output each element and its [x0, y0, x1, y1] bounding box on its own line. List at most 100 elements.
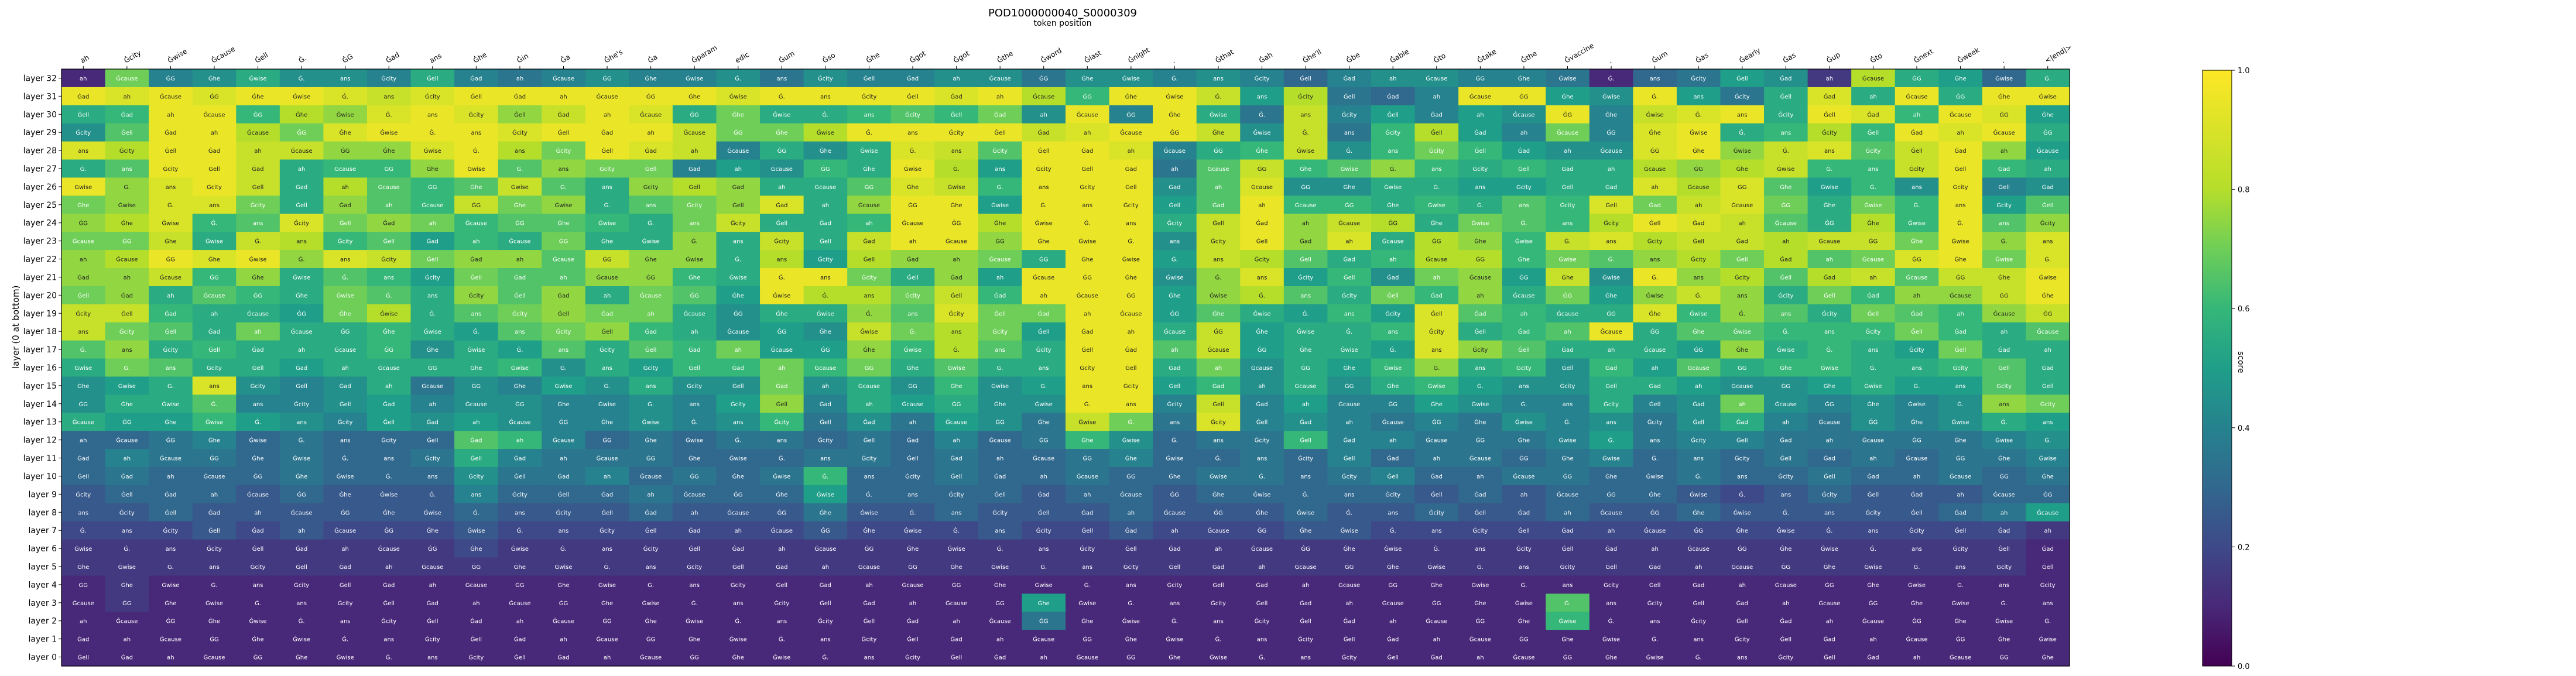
- heatmap-cell: [760, 250, 804, 269]
- heatmap-cell: [803, 87, 848, 106]
- heatmap-cell-label: Ġcity: [1342, 291, 1357, 299]
- heatmap-cell: [934, 69, 979, 88]
- heatmap-cell-label: Ġ.: [1520, 219, 1527, 227]
- heatmap-cell-label: ĠG: [254, 654, 263, 661]
- heatmap-cell-label: ah: [953, 76, 960, 82]
- heatmap-cell-label: Ġad: [1518, 147, 1530, 155]
- heatmap-cell-label: ah: [865, 221, 872, 227]
- heatmap-cell-label: Ġell: [296, 563, 307, 571]
- x-tick-label: Ġum: [1650, 48, 1669, 64]
- heatmap-cell: [934, 87, 979, 106]
- heatmap-cell-label: Ġcity: [687, 382, 702, 390]
- heatmap-cell-label: Ġcity: [1036, 527, 1051, 534]
- heatmap-cell: [890, 87, 935, 106]
- heatmap-cell-label: Ġell: [121, 490, 132, 498]
- heatmap-cell-label: Ġell: [601, 509, 612, 516]
- heatmap-cell-label: Ġad: [208, 509, 220, 516]
- heatmap-cell-label: Ġwise: [948, 364, 965, 372]
- heatmap-cell-label: ĠG: [1214, 509, 1223, 516]
- heatmap-cell-label: ans: [122, 347, 132, 354]
- heatmap-cell-label: Ġwise: [1995, 74, 2013, 82]
- heatmap-cell-label: ah: [1433, 94, 1440, 100]
- heatmap-cell: [1196, 87, 1241, 106]
- heatmap-cell-label: Ġhe: [950, 382, 962, 390]
- heatmap-cell-label: ah: [1258, 564, 1265, 571]
- heatmap-cell: [1589, 69, 1633, 88]
- heatmap-cell-label: Ġad: [470, 617, 482, 625]
- heatmap-cell: [1633, 250, 1677, 269]
- heatmap-cell: [1502, 250, 1546, 269]
- heatmap-cell-label: ans: [646, 383, 656, 390]
- colorbar-tick-label: 0.2: [2238, 543, 2250, 552]
- heatmap-cell-label: Ġell: [1038, 147, 1049, 155]
- heatmap-cell: [1938, 141, 1983, 160]
- heatmap-cell-label: Ġwise: [1821, 545, 1838, 553]
- heatmap-cell-label: Ġcause: [902, 581, 923, 589]
- heatmap-cell-label: ĠG: [1738, 183, 1747, 191]
- heatmap-cell: [1895, 105, 1939, 124]
- heatmap-cell-label: Ġ.: [1303, 490, 1309, 498]
- heatmap-cell: [498, 123, 542, 142]
- heatmap-cell-label: Ġcause: [509, 238, 530, 245]
- heatmap-cell-label: Ġell: [78, 291, 89, 299]
- heatmap-cell: [1371, 87, 1416, 106]
- heatmap-cell-label: Ġwise: [1210, 472, 1227, 480]
- heatmap-cell-label: ah: [1084, 492, 1091, 498]
- heatmap-cell-label: Ġwise: [1515, 418, 1533, 426]
- heatmap-cell: [1720, 214, 1765, 232]
- heatmap-cell-label: Ġad: [1125, 165, 1137, 173]
- heatmap-cell-label: ĠG: [602, 74, 612, 82]
- heatmap-cell-label: Ġell: [558, 490, 569, 498]
- heatmap-cell: [61, 105, 106, 124]
- heatmap-cell-label: ah: [1520, 311, 1527, 317]
- heatmap-cell-label: ans: [515, 510, 525, 516]
- y-tick-label: layer 29: [23, 128, 57, 138]
- heatmap-cell-label: Ġwise: [1253, 490, 1271, 498]
- heatmap-cell: [236, 304, 280, 323]
- heatmap-cell-label: Ġhe: [1344, 545, 1355, 553]
- heatmap-cell: [1982, 159, 2027, 179]
- heatmap-cell-label: Ġwise: [1210, 111, 1227, 118]
- heatmap-cell: [1458, 232, 1503, 251]
- heatmap-cell-label: ĠG: [1432, 418, 1441, 426]
- heatmap-cell-label: Ġwise: [1166, 636, 1183, 643]
- heatmap-cell-label: Ġcity: [1080, 545, 1095, 553]
- heatmap-cell: [1676, 69, 1721, 88]
- heatmap-cell-label: Ġcause: [1469, 273, 1491, 281]
- heatmap-cell-label: Ġcity: [338, 599, 353, 607]
- heatmap-cell-label: Ġcity: [1342, 111, 1357, 118]
- heatmap-cell-label: Ġ.: [211, 400, 218, 408]
- heatmap-cell-label: Ġcity: [1123, 201, 1139, 209]
- heatmap-cell-label: Ġcity: [600, 346, 615, 354]
- heatmap-cell-label: ans: [820, 94, 831, 100]
- heatmap-cell-label: ans: [296, 239, 307, 245]
- heatmap-cell: [1895, 159, 1939, 179]
- heatmap-cell: [716, 177, 761, 196]
- heatmap-cell-label: Ġcity: [1385, 310, 1400, 317]
- heatmap-cell-label: Ġwise: [1821, 364, 1838, 372]
- heatmap-cell-label: Ġwise: [249, 437, 267, 444]
- heatmap-cell: [1196, 195, 1241, 214]
- heatmap-cell-label: ah: [124, 274, 131, 281]
- heatmap-cell-label: Ġhe: [1736, 527, 1748, 534]
- heatmap-cell-label: Ġcity: [862, 455, 877, 462]
- heatmap-cell-label: Ġad: [950, 92, 962, 100]
- heatmap-cell: [149, 141, 193, 160]
- heatmap-cell-label: ah: [1433, 637, 1440, 643]
- x-tick-label: Ġearly: [1737, 45, 1762, 65]
- heatmap-cell: [323, 105, 368, 124]
- heatmap-cell-label: ans: [78, 329, 88, 335]
- heatmap-cell-label: ans: [1213, 257, 1224, 263]
- heatmap-cell: [1807, 69, 1852, 88]
- heatmap-cell-label: Ġhe: [1431, 400, 1443, 408]
- heatmap-cell-label: Ġ.: [560, 183, 567, 191]
- heatmap-cell-label: Ġhe: [1169, 111, 1180, 118]
- heatmap-cell-label: Ġad: [383, 400, 395, 408]
- heatmap-cell: [61, 304, 106, 323]
- heatmap-cell: [149, 268, 193, 287]
- heatmap-cell-label: Ġ.: [1390, 527, 1396, 534]
- heatmap-cell-label: Ġ.: [1259, 654, 1265, 661]
- heatmap-cell: [1938, 250, 1983, 269]
- heatmap-cell-label: Ġcity: [1996, 201, 2012, 209]
